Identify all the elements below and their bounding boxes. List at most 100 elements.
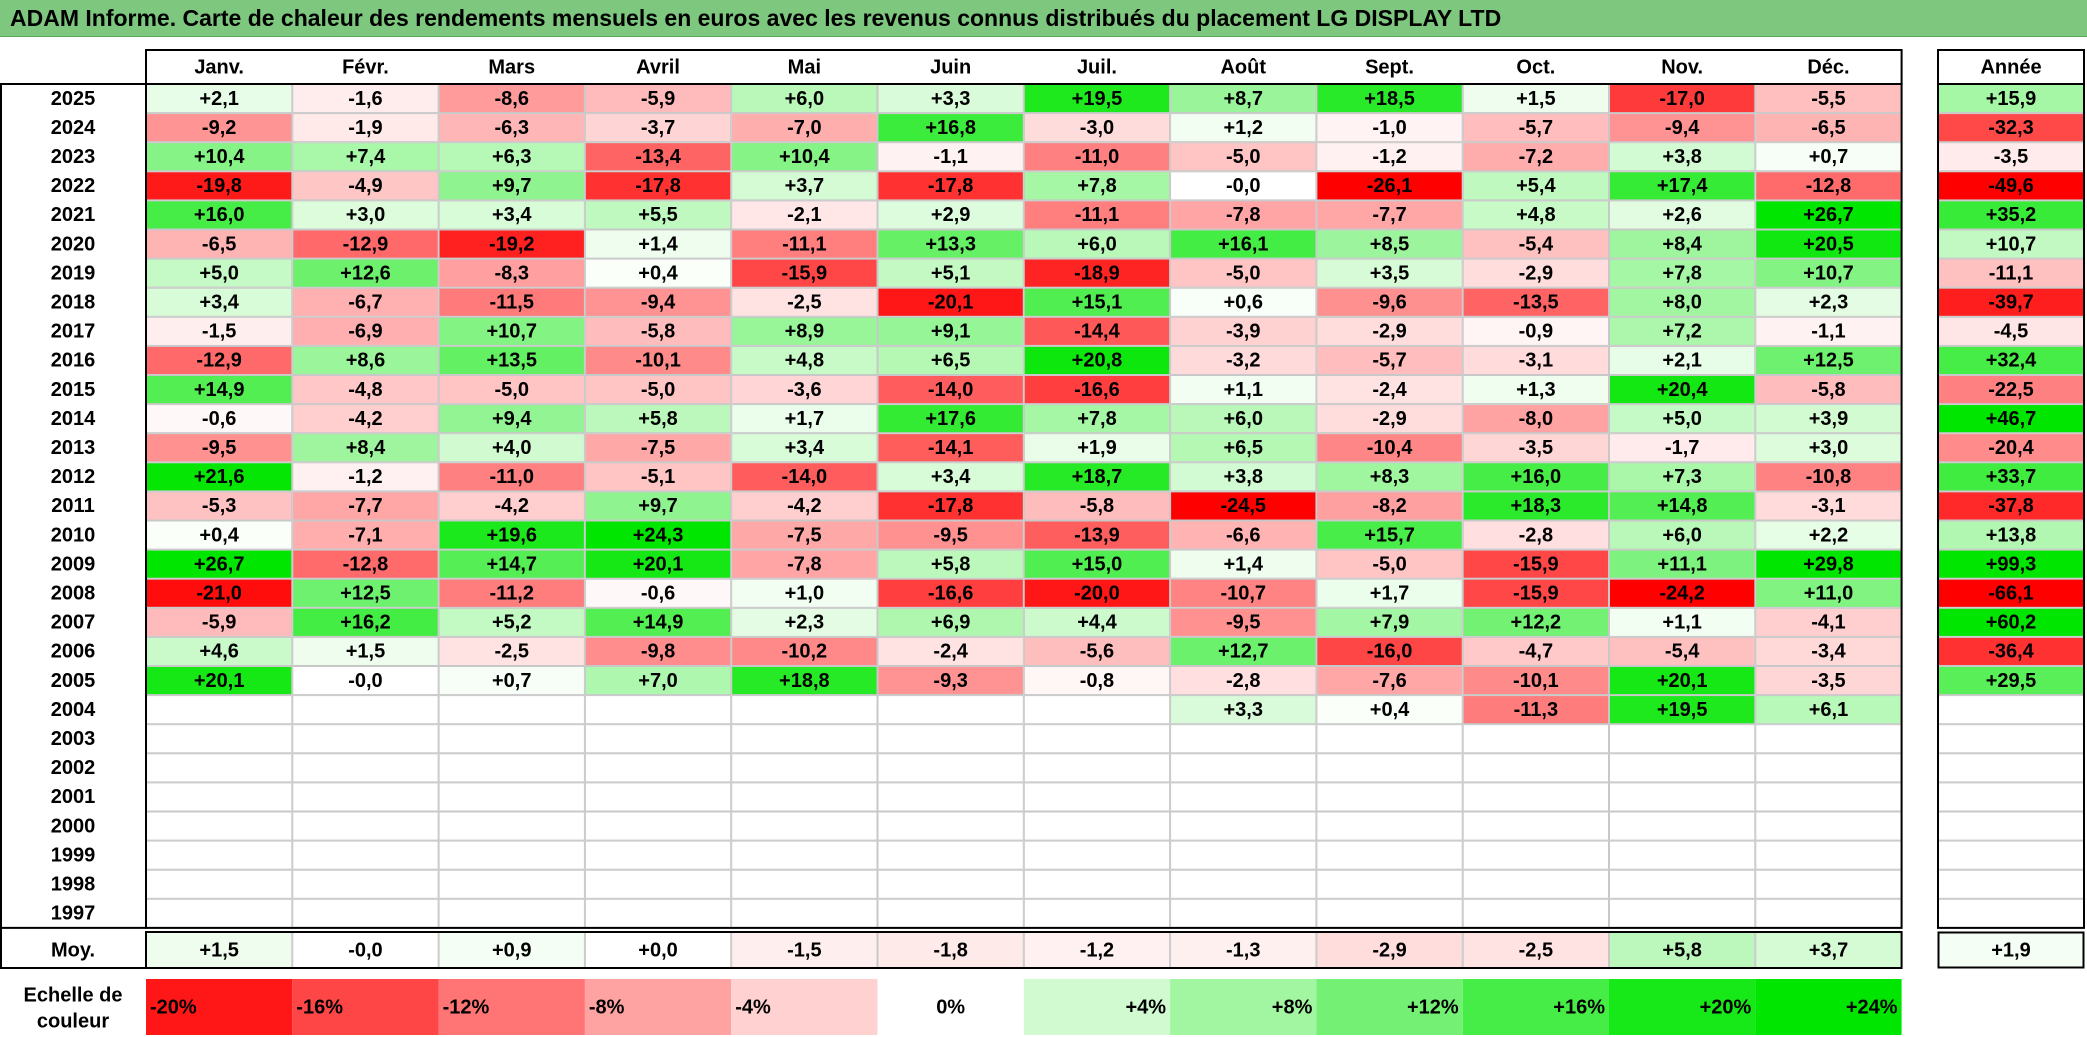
heatmap-cell [731, 695, 878, 725]
average-annual-cell [1937, 931, 2085, 969]
cell-value: -16,6 [1074, 379, 1120, 401]
cell-value: +17,6 [925, 408, 976, 430]
month-header-label: Mai [788, 56, 821, 78]
average-cell [1609, 932, 1756, 968]
heatmap-cell [1755, 171, 1902, 201]
cell-value: -15,9 [1513, 583, 1559, 605]
cell-value: +0,4 [638, 262, 678, 284]
heatmap-cell [1609, 695, 1756, 725]
cell-value: -11,3 [1514, 699, 1558, 721]
cell-value: -5,8 [1080, 495, 1114, 517]
cell-value: -19,2 [489, 233, 535, 255]
annual-value: -49,6 [1988, 175, 2034, 197]
heatmap-cell [146, 375, 293, 405]
heatmap-cell [1170, 229, 1317, 259]
cell-value: -5,6 [1080, 641, 1114, 663]
heatmap-cell [292, 491, 439, 521]
annual-cell [1938, 142, 2084, 172]
legend-swatch [877, 979, 1024, 1035]
cell-value: -16,0 [1367, 641, 1413, 663]
heatmap-cell [1023, 287, 1171, 317]
heatmap-cell [584, 287, 732, 317]
annual-value: -37,8 [1988, 495, 2034, 517]
cell-value: +1,7 [1370, 583, 1409, 605]
heatmap-cell [292, 375, 439, 405]
heatmap-cell [1023, 666, 1171, 696]
annual-value: +13,8 [1986, 524, 2037, 546]
heatmap-cell [1316, 607, 1463, 637]
heatmap-cell [146, 695, 293, 725]
heatmap-cell [584, 636, 732, 667]
cell-value: -3,9 [1226, 321, 1260, 343]
heatmap-cell [1609, 491, 1756, 521]
cell-value: +4,0 [492, 437, 531, 459]
heatmap-cell [1755, 229, 1902, 259]
heatmap-cell [1316, 520, 1463, 550]
average-row-border [145, 931, 1903, 969]
cell-value: -4,7 [1519, 641, 1553, 663]
heatmap-cell [1170, 491, 1317, 521]
heatmap-cell [1023, 229, 1171, 259]
average-cell [292, 932, 439, 968]
heatmap-cell [731, 753, 878, 783]
cell-value: -4,9 [348, 175, 382, 197]
heatmap-cell [438, 433, 585, 463]
year-label: 2013 [51, 437, 96, 459]
cell-value: +1,9 [1077, 437, 1116, 459]
cell-value: +3,8 [1662, 146, 1701, 168]
cell-value: -3,4 [1811, 641, 1846, 663]
heatmap-cell [438, 724, 585, 754]
heatmap-cell [877, 898, 1024, 928]
heatmap-cell [1609, 724, 1756, 754]
heatmap-cell [438, 316, 585, 346]
month-header-label: Sept. [1365, 56, 1414, 78]
cell-value: -7,5 [641, 437, 675, 459]
cell-value: +3,9 [1809, 408, 1848, 430]
cell-value: -5,5 [1811, 88, 1845, 110]
cell-value: -7,0 [787, 117, 821, 139]
heatmap-cell [1023, 462, 1171, 492]
heatmap-cell [731, 200, 878, 230]
heatmap-cell [1609, 113, 1756, 143]
cell-value: -1,7 [1665, 437, 1699, 459]
cell-value: -5,0 [495, 379, 529, 401]
heatmap-cell [584, 811, 732, 841]
cell-value: +4,8 [1516, 204, 1555, 226]
cell-value: +13,3 [925, 233, 976, 255]
cell-value: +2,2 [1809, 524, 1848, 546]
cell-value: -10,1 [635, 350, 681, 372]
heatmap-cell [877, 695, 1024, 725]
year-label: 2024 [51, 117, 96, 139]
cell-value: -14,0 [782, 466, 828, 488]
cell-value: +4,4 [1077, 612, 1117, 634]
heatmap-cell [1316, 113, 1463, 143]
heatmap-cell [146, 404, 293, 434]
cell-value: -0,0 [1226, 175, 1260, 197]
legend-label: couleur [37, 1010, 109, 1032]
heatmap-cell [438, 753, 585, 783]
heatmap-cell [1755, 666, 1902, 696]
cell-value: -6,5 [1811, 117, 1845, 139]
heatmap-cell [1462, 404, 1609, 434]
heatmap-cell [1755, 753, 1902, 783]
heatmap-cell [1023, 724, 1171, 754]
annual-cell [1938, 695, 2084, 725]
cell-value: +7,9 [1370, 612, 1409, 634]
cell-value: +16,0 [1511, 466, 1562, 488]
cell-value: +18,3 [1511, 495, 1562, 517]
heatmap-cell [292, 782, 439, 812]
year-label: 2008 [51, 583, 96, 605]
cell-value: +5,8 [638, 408, 677, 430]
legend-step-label: -16% [296, 996, 343, 1018]
legend-step-label: +12% [1407, 996, 1459, 1018]
heatmap-cell [1316, 578, 1463, 608]
cell-value: -9,4 [641, 292, 676, 314]
heatmap-cell [1609, 433, 1756, 463]
heatmap-cell [1316, 840, 1463, 870]
month-grid-border [145, 83, 1903, 929]
year-label: 2012 [51, 466, 96, 488]
heatmap-cell [1462, 811, 1609, 841]
heatmap-cell [438, 491, 585, 521]
heatmap-cell [1023, 258, 1171, 288]
heatmap-cell [584, 345, 732, 375]
